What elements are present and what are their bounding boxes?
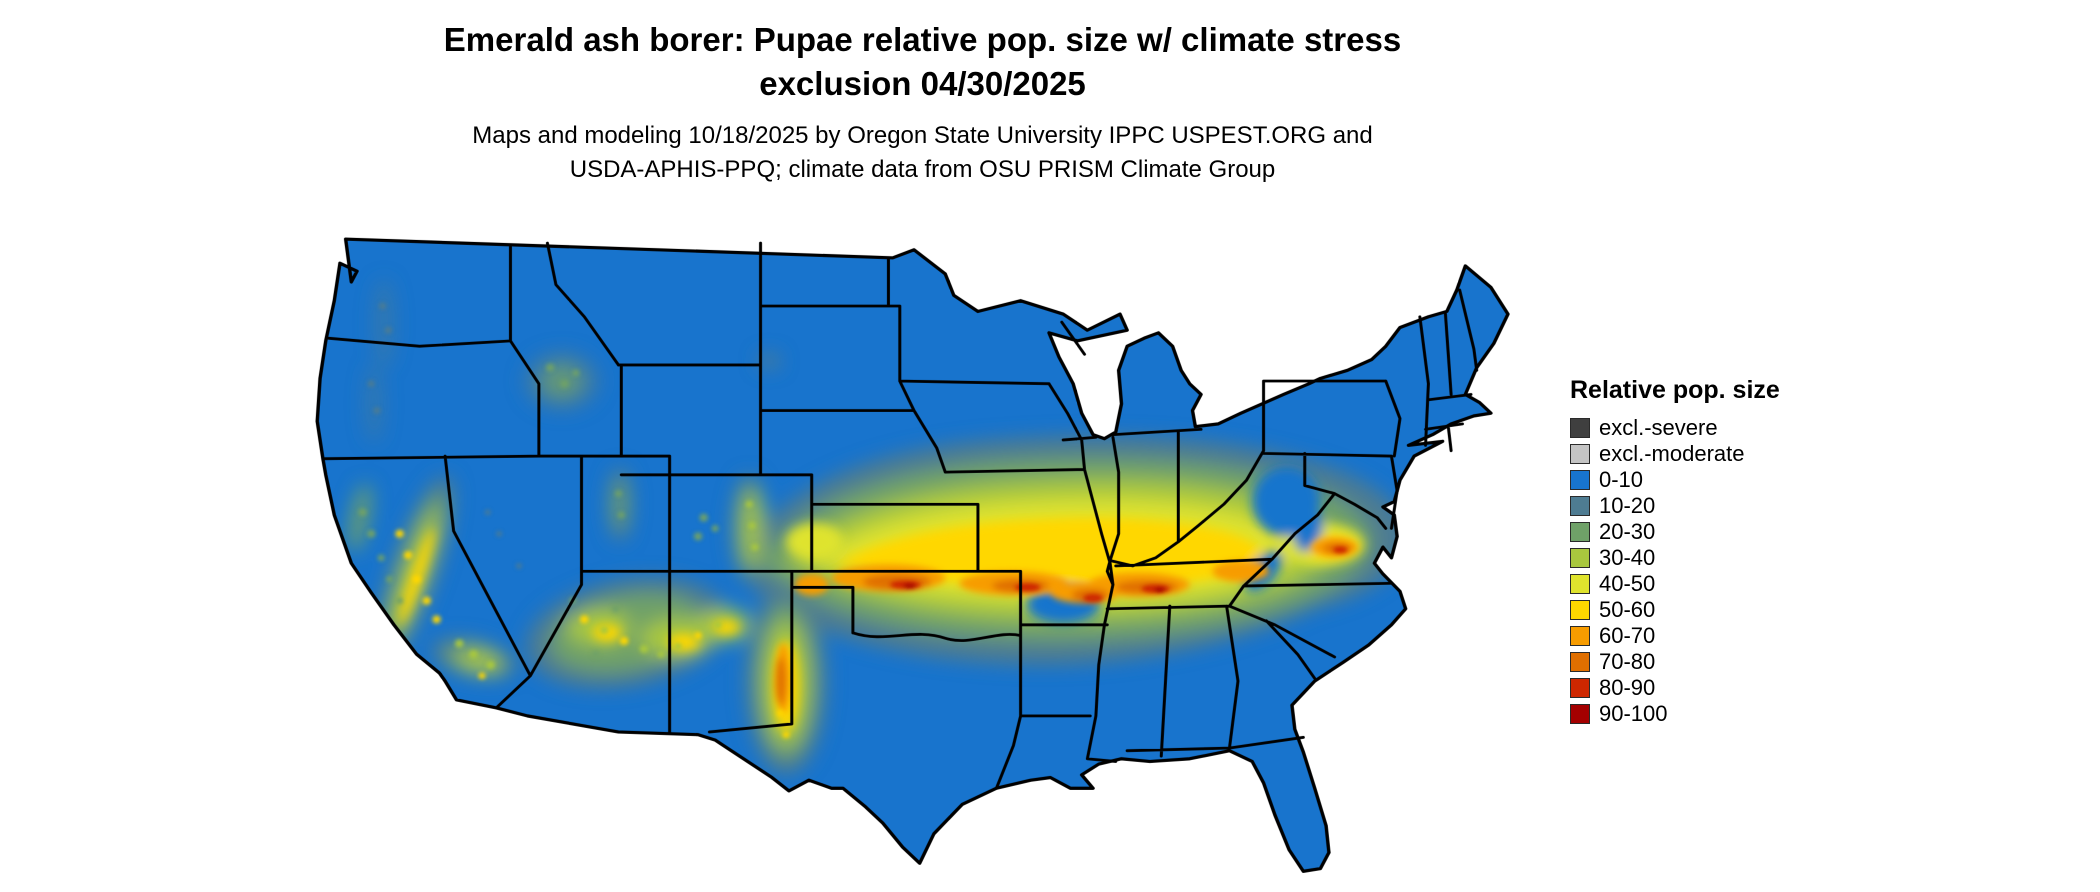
legend-label: 90-100 <box>1599 701 1668 726</box>
legend-item: 20-30 <box>1570 519 1780 545</box>
speckle-30-40 <box>455 500 759 670</box>
legend-item: 70-80 <box>1570 649 1780 675</box>
legend: Relative pop. size excl.-severe excl.-mo… <box>1570 376 1780 727</box>
legend-title: Relative pop. size <box>1570 376 1780 404</box>
legend-item: excl.-severe <box>1570 415 1780 441</box>
figure-subtitle: Maps and modeling 10/18/2025 by Oregon S… <box>0 119 1845 187</box>
legend-label: 20-30 <box>1599 519 1656 544</box>
legend-swatch-40-50 <box>1570 574 1590 594</box>
figure-title-line1: Emerald ash borer: Pupae relative pop. s… <box>443 21 1402 58</box>
speckle-10-20 <box>367 302 522 569</box>
legend-item: 80-90 <box>1570 675 1780 701</box>
legend-item: 0-10 <box>1570 467 1780 493</box>
legend-label: 50-60 <box>1599 597 1656 622</box>
legend-item: 10-20 <box>1570 493 1780 519</box>
legend-swatch-90-100 <box>1570 704 1590 724</box>
legend-label: 70-80 <box>1599 649 1656 674</box>
legend-swatch-30-40 <box>1570 548 1590 568</box>
legend-swatch-excl-moderate <box>1570 444 1590 464</box>
legend-swatch-50-60 <box>1570 600 1590 620</box>
legend-item: 40-50 <box>1570 571 1780 597</box>
figure-header: Emerald ash borer: Pupae relative pop. s… <box>0 18 1845 187</box>
us-map-container <box>303 223 1525 886</box>
legend-swatch-80-90 <box>1570 678 1590 698</box>
legend-swatch-20-30 <box>1570 522 1590 542</box>
legend-swatch-60-70 <box>1570 626 1590 646</box>
dots-90-100 <box>903 583 1166 593</box>
figure-title-line2: exclusion 04/30/2025 <box>759 64 1086 102</box>
legend-swatch-10-20 <box>1570 496 1590 516</box>
legend-item: 50-60 <box>1570 597 1780 623</box>
figure-title: Emerald ash borer: Pupae relative pop. s… <box>0 18 1845 105</box>
low-pockets-0-10 <box>1026 466 1324 624</box>
us-map <box>315 237 1510 873</box>
legend-label: 10-20 <box>1599 493 1656 518</box>
legend-item: excl.-moderate <box>1570 441 1780 467</box>
legend-label: excl.-severe <box>1599 415 1718 440</box>
speckle-50-60 <box>395 529 790 738</box>
legend-swatch-70-80 <box>1570 652 1590 672</box>
legend-item: 30-40 <box>1570 545 1780 571</box>
legend-label: 60-70 <box>1599 623 1656 648</box>
legend-label: 0-10 <box>1599 467 1644 492</box>
legend-swatch-excl-severe <box>1570 418 1590 438</box>
raster-layers <box>317 239 1508 872</box>
state-borders <box>321 241 1479 790</box>
legend-item: 90-100 <box>1570 701 1780 727</box>
legend-label: 40-50 <box>1599 571 1656 596</box>
figure-subtitle-line2: USDA-APHIS-PPQ; climate data from OSU PR… <box>569 156 1276 184</box>
legend-label: excl.-moderate <box>1599 441 1745 466</box>
figure-subtitle-line1: Maps and modeling 10/18/2025 by Oregon S… <box>472 122 1373 150</box>
legend-item: 60-70 <box>1570 623 1780 649</box>
legend-label: 30-40 <box>1599 545 1656 570</box>
legend-swatch-0-10 <box>1570 470 1590 490</box>
legend-label: 80-90 <box>1599 675 1656 700</box>
